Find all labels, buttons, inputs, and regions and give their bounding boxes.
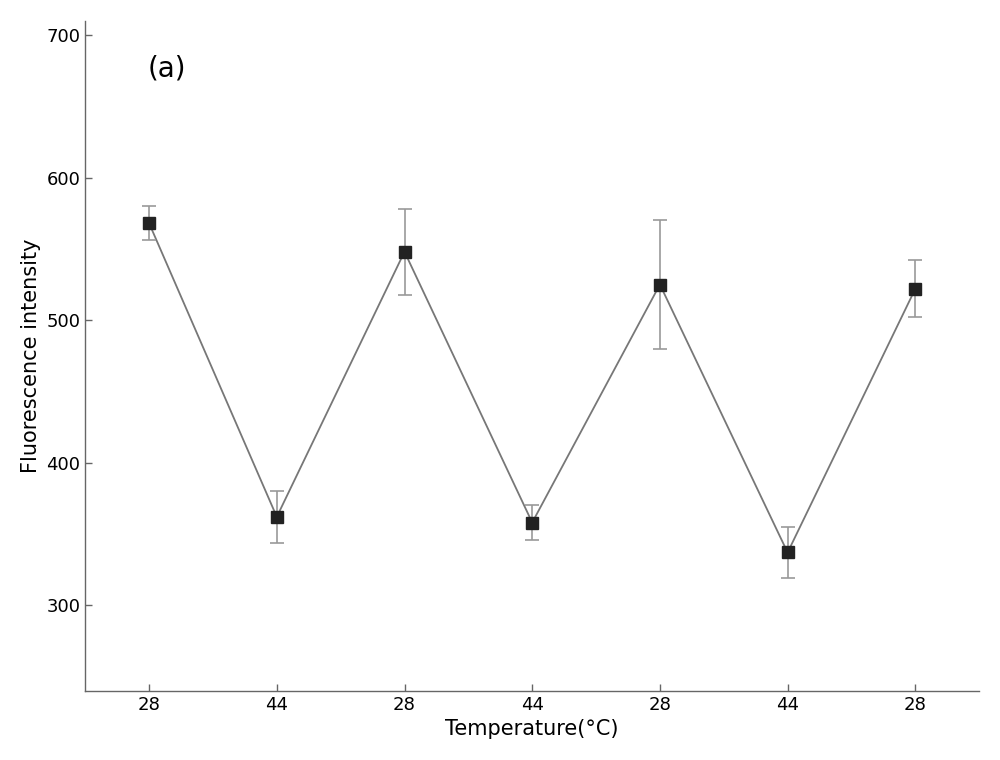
Text: (a): (a) bbox=[148, 54, 186, 82]
Y-axis label: Fluorescence intensity: Fluorescence intensity bbox=[21, 239, 41, 473]
X-axis label: Temperature(°C): Temperature(°C) bbox=[445, 719, 619, 739]
